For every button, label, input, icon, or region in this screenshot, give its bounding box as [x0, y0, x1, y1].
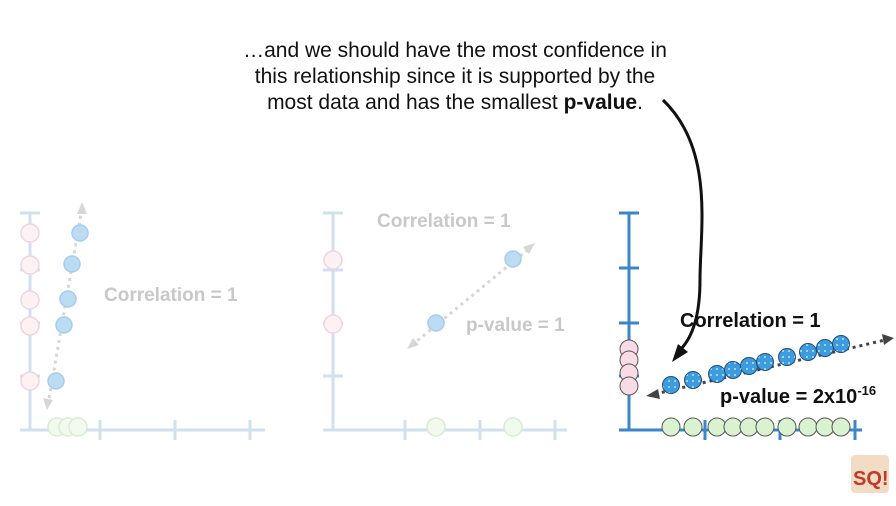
panel-3-pvalue-label: p-value = 2x10-16 [720, 383, 876, 408]
panel-1: Correlation = 1 [20, 202, 265, 440]
panel-3-arrow-left-icon [646, 389, 660, 399]
caption: …and we should have the most confidence … [200, 38, 710, 116]
panel-1-correlation-label: Correlation = 1 [104, 285, 238, 306]
pointer-arrowhead-icon [672, 344, 688, 362]
panel-1-pink-points [20, 223, 40, 391]
panel-1-green-points [47, 417, 88, 437]
panel-1-arrow-up-icon [77, 202, 87, 214]
panel-2-pvalue-label: p-value = 1 [466, 315, 565, 336]
panel-2-blue-points [427, 250, 522, 332]
caption-bold-pvalue: p-value [563, 91, 638, 114]
logo-text: SQ! [853, 468, 889, 490]
caption-line-1: …and we should have the most confidence … [243, 39, 667, 62]
panel-3-arrow-right-icon [882, 334, 894, 345]
panel-2-arrow-down-icon [407, 338, 419, 349]
pointer-arrow [661, 98, 704, 352]
panel-3: Correlation = 1 p-value = 2x10-16 [619, 211, 894, 440]
panel-1-arrow-down-icon [43, 398, 53, 410]
statquest-logo-icon: SQ! [851, 455, 889, 493]
panel-3-pink-points [619, 339, 639, 396]
panel-3-blue-points-texture [663, 336, 849, 393]
panel-2-pink-points [323, 250, 343, 334]
caption-line-3: most data and has the smallest p-value. [267, 91, 643, 114]
panel-1-blue-points [47, 224, 89, 390]
panel-2: Correlation = 1 p-value = 1 [323, 211, 567, 440]
panel-2-green-points [426, 417, 523, 437]
panel-2-correlation-label: Correlation = 1 [377, 211, 511, 232]
caption-line-2: this relationship since it is supported … [254, 65, 656, 88]
panel-3-correlation-label: Correlation = 1 [680, 310, 821, 332]
panel-3-green-points [661, 417, 851, 437]
panel-2-arrow-up-icon [523, 243, 535, 254]
